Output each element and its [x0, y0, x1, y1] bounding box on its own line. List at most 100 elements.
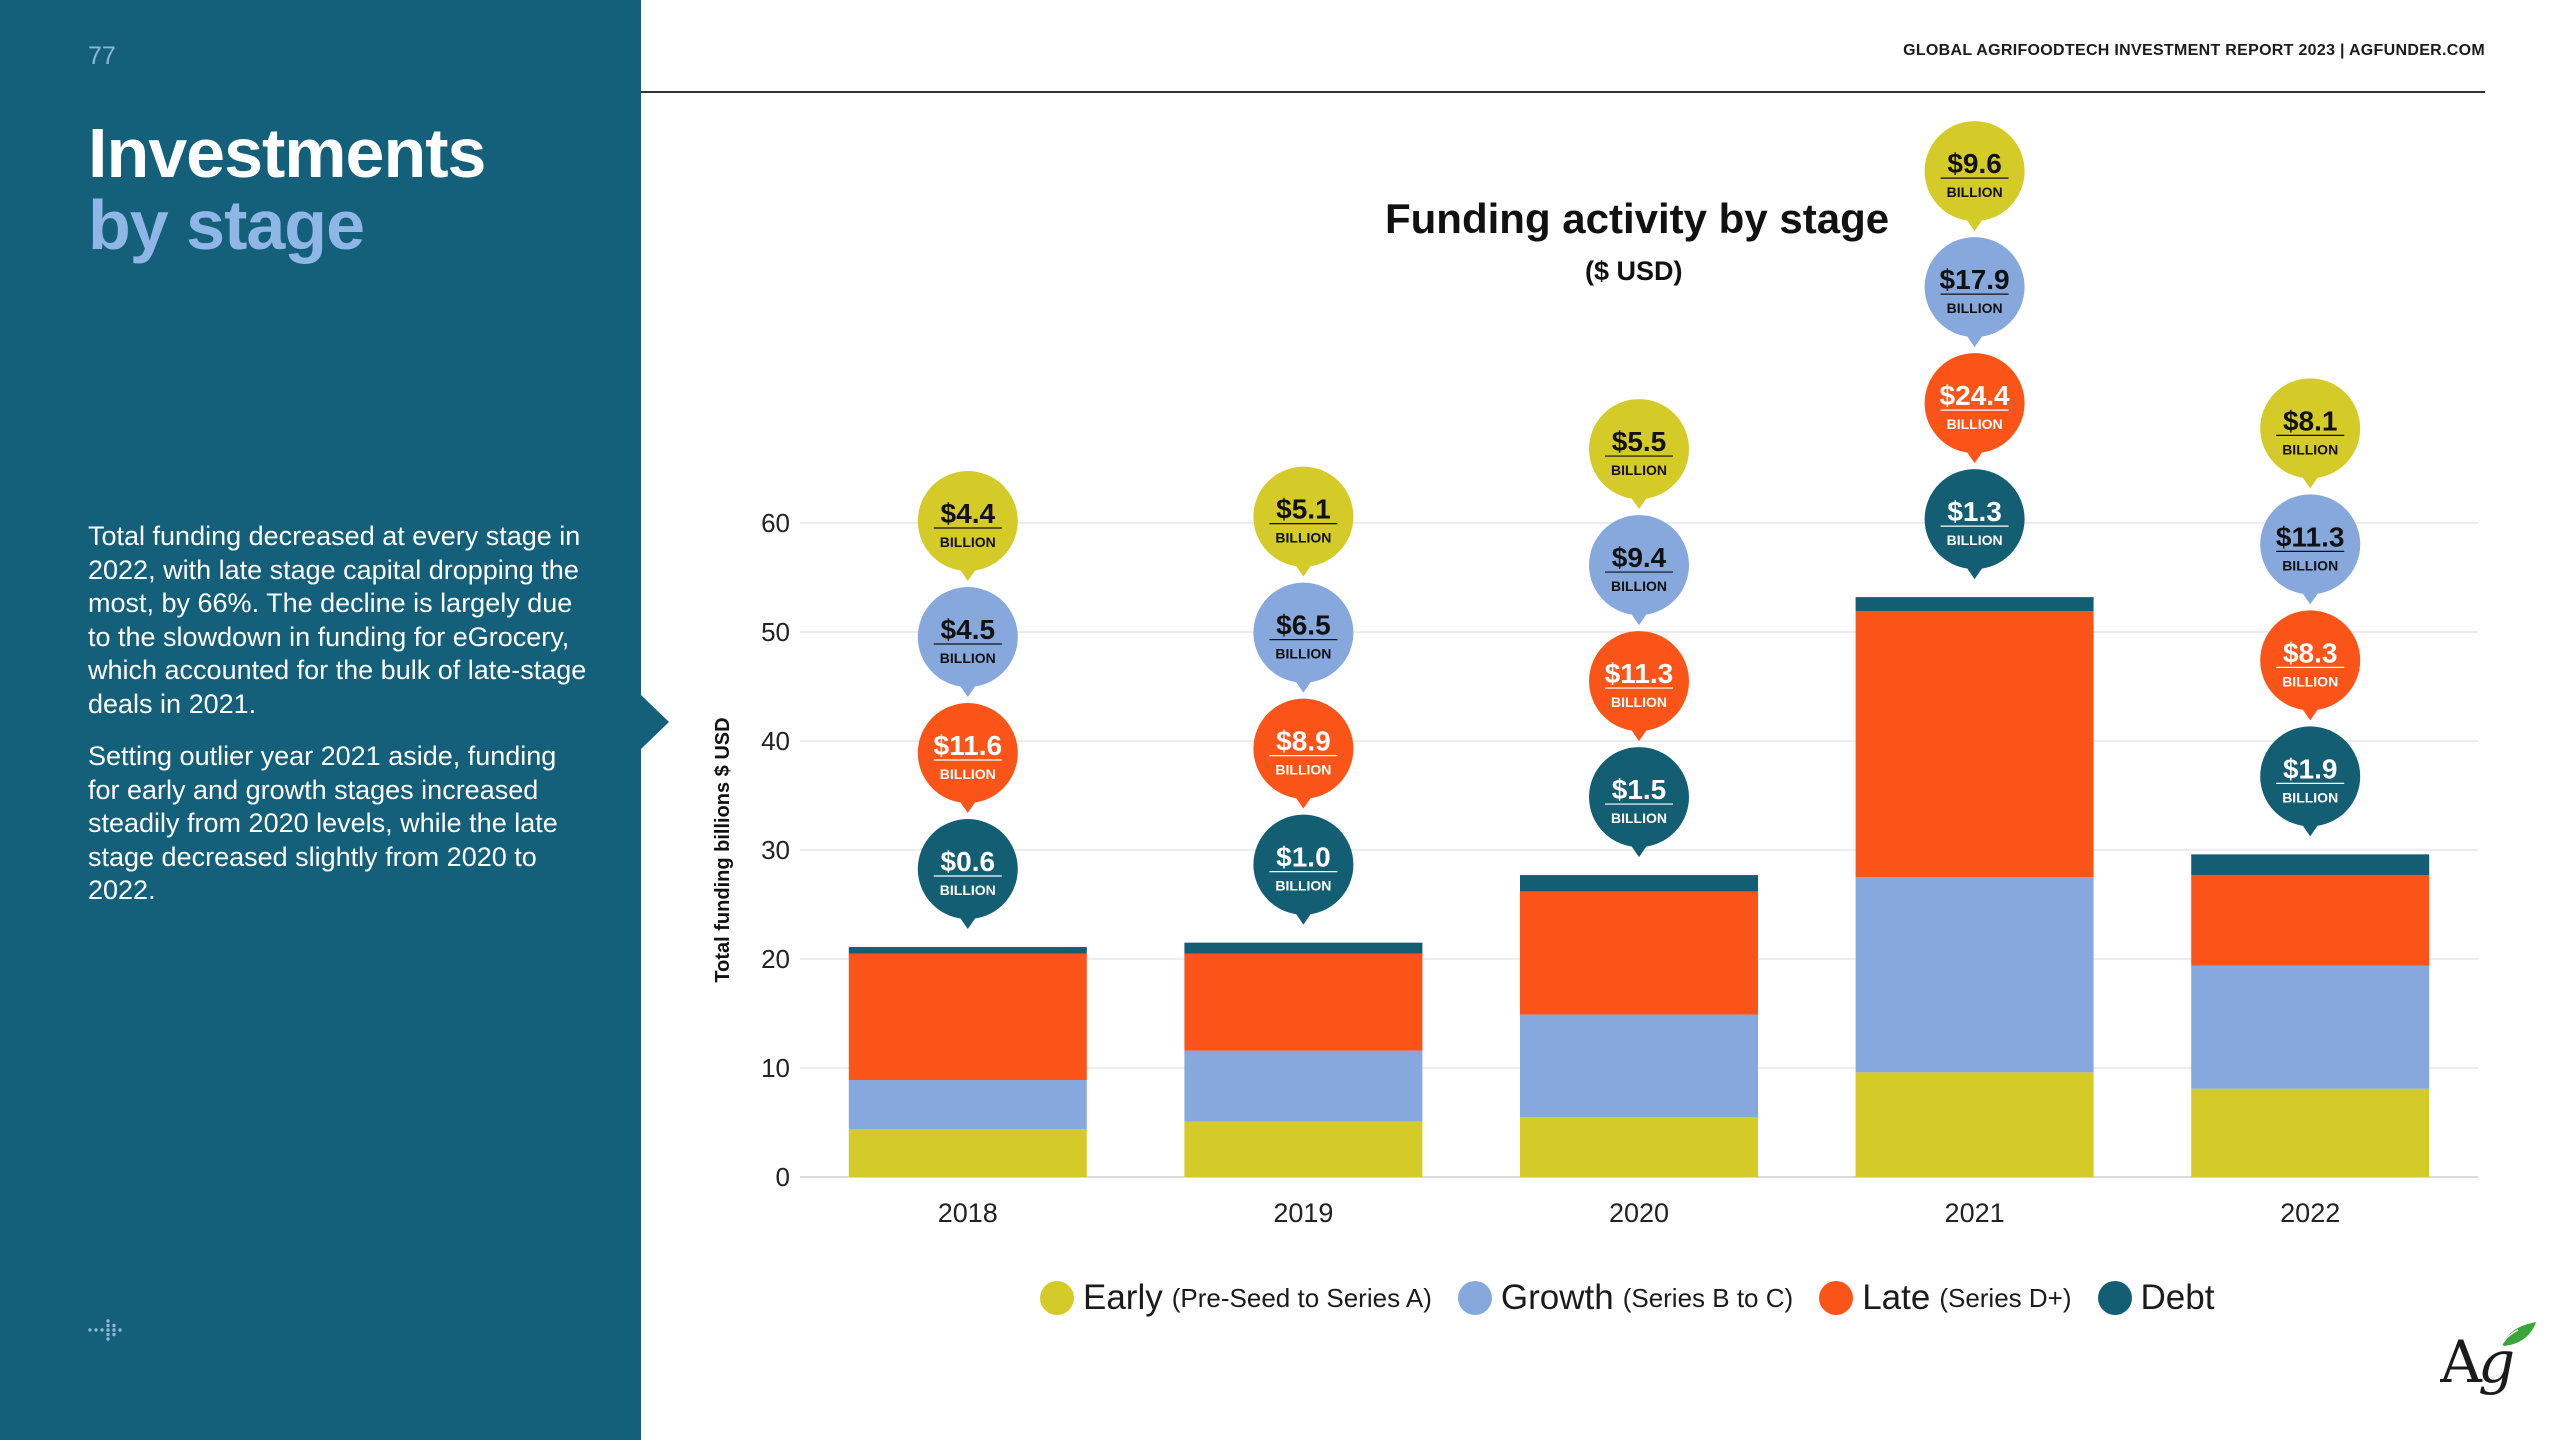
y-tick-label: 60: [761, 508, 790, 538]
bubble-early-2020: [1589, 399, 1689, 500]
bar-growth-2018: [848, 1079, 1087, 1130]
bubble-late-2022: [2260, 610, 2361, 711]
bubble-debt-2022: [2260, 726, 2361, 827]
data-label: $8.1: [2283, 405, 2338, 436]
bubble-pointer: [1294, 795, 1313, 809]
bar-debt-2019: [1184, 942, 1423, 954]
data-label: $1.0: [1276, 842, 1331, 873]
data-label: $5.1: [1276, 494, 1331, 525]
data-label: $8.9: [1276, 726, 1331, 757]
navigation-dots-icon[interactable]: [88, 1318, 124, 1342]
bar-late-2019: [1184, 953, 1423, 1051]
bar-late-2022: [2191, 875, 2430, 966]
bar-early-2018: [848, 1129, 1087, 1177]
legend-detail-early: (Pre-Seed to Series A): [1171, 1282, 1432, 1313]
y-tick-label: 0: [776, 1162, 790, 1192]
bubble-debt-2019: [1253, 814, 1354, 915]
data-label-unit: BILLION: [1947, 300, 2003, 316]
bubble-pointer: [1965, 566, 1984, 580]
legend-item-growth: Growth (Series B to C): [1457, 1278, 1794, 1318]
data-label-unit: BILLION: [1275, 878, 1331, 894]
data-label-unit: BILLION: [1275, 646, 1331, 662]
data-label: $11.3: [1605, 658, 1674, 689]
bubble-late-2019: [1253, 698, 1354, 799]
bubble-growth-2019: [1253, 582, 1354, 683]
section-title-line1: Investments: [88, 114, 486, 192]
data-label-unit: BILLION: [2282, 557, 2338, 573]
data-label: $4.5: [941, 614, 996, 645]
bubble-pointer: [2301, 707, 2320, 721]
bar-debt-2022: [2191, 854, 2430, 876]
sidebar-paragraph-2: Setting outlier year 2021 aside, funding…: [88, 741, 558, 905]
data-label: $1.9: [2283, 753, 2338, 784]
bar-growth-2021: [1855, 877, 2094, 1073]
page-number: 77: [88, 42, 116, 70]
x-tick-label: 2018: [938, 1198, 998, 1228]
y-tick-label: 40: [761, 726, 790, 756]
data-label: $8.3: [2283, 637, 2338, 668]
y-tick-label: 20: [761, 944, 790, 974]
y-tick-label: 30: [761, 835, 790, 865]
data-label: $1.5: [1612, 774, 1667, 805]
legend-swatch-late: [1819, 1281, 1854, 1315]
sidebar-body: Total funding decreased at every stage i…: [88, 520, 588, 927]
section-title-line2: by stage: [88, 186, 365, 264]
bubble-late-2021: [1924, 353, 2025, 454]
sidebar-panel: 77 Investments by stage Total funding de…: [0, 0, 641, 1440]
bubble-growth-2021: [1924, 237, 2025, 338]
bar-late-2021: [1855, 611, 2094, 878]
x-tick-label: 2022: [2280, 1198, 2340, 1228]
legend-label-late: Late: [1862, 1278, 1931, 1317]
bar-growth-2022: [2191, 965, 2430, 1089]
legend-swatch-growth: [1457, 1281, 1492, 1315]
bubble-pointer: [1965, 334, 1984, 348]
bar-debt-2021: [1855, 597, 2094, 612]
bubble-debt-2021: [1924, 469, 2025, 570]
legend-item-debt: Debt: [2097, 1278, 2215, 1318]
data-label-unit: BILLION: [2282, 441, 2338, 457]
legend-detail-growth: (Series B to C): [1622, 1282, 1794, 1313]
data-label: $11.6: [934, 730, 1003, 761]
data-label-unit: BILLION: [1947, 416, 2003, 432]
bubble-early-2022: [2260, 378, 2361, 479]
header-divider: [641, 91, 2485, 93]
data-label-unit: BILLION: [1275, 762, 1331, 778]
bubble-pointer: [2301, 823, 2320, 837]
data-label: $5.5: [1612, 426, 1667, 457]
bubble-pointer: [1630, 496, 1648, 510]
legend-detail-late: (Series D+): [1939, 1282, 2072, 1313]
report-header: GLOBAL AGRIFOODTECH INVESTMENT REPORT 20…: [1903, 42, 2485, 59]
bar-early-2020: [1520, 1117, 1758, 1177]
legend-label-debt: Debt: [2140, 1278, 2215, 1317]
legend-item-late: Late (Series D+): [1819, 1278, 2072, 1318]
bubble-pointer: [2301, 475, 2320, 489]
data-label-unit: BILLION: [1611, 462, 1667, 478]
agfunder-logo-icon: A g: [2440, 1322, 2536, 1396]
data-label-unit: BILLION: [1947, 532, 2003, 548]
bubble-late-2020: [1589, 631, 1689, 732]
data-label-unit: BILLION: [940, 650, 996, 666]
bubble-pointer: [958, 800, 977, 814]
data-label-unit: BILLION: [940, 534, 996, 550]
bubble-pointer: [1630, 844, 1648, 858]
chart-legend: Early (Pre-Seed to Series A) Growth (Ser…: [1040, 1278, 2214, 1318]
data-label: $17.9: [1940, 264, 2010, 295]
bubble-debt-2020: [1589, 747, 1689, 848]
data-label: $11.3: [2276, 521, 2345, 552]
bar-late-2018: [848, 953, 1087, 1080]
data-label-unit: BILLION: [2282, 789, 2338, 805]
legend-swatch-debt: [2097, 1281, 2132, 1315]
chart-subtitle: ($ USD): [1585, 256, 1683, 286]
bubble-early-2019: [1253, 466, 1354, 567]
bar-early-2019: [1184, 1121, 1423, 1177]
legend-label-early: Early: [1083, 1278, 1163, 1317]
bubble-pointer: [1294, 911, 1313, 925]
data-label-unit: BILLION: [1275, 530, 1331, 546]
bubble-growth-2018: [917, 587, 1018, 688]
bubble-pointer: [958, 916, 977, 930]
x-tick-label: 2019: [1273, 1198, 1333, 1228]
bubble-pointer: [958, 568, 977, 582]
bubble-early-2021: [1924, 121, 2025, 222]
sidebar-paragraph-1: Total funding decreased at every stage i…: [88, 521, 587, 719]
